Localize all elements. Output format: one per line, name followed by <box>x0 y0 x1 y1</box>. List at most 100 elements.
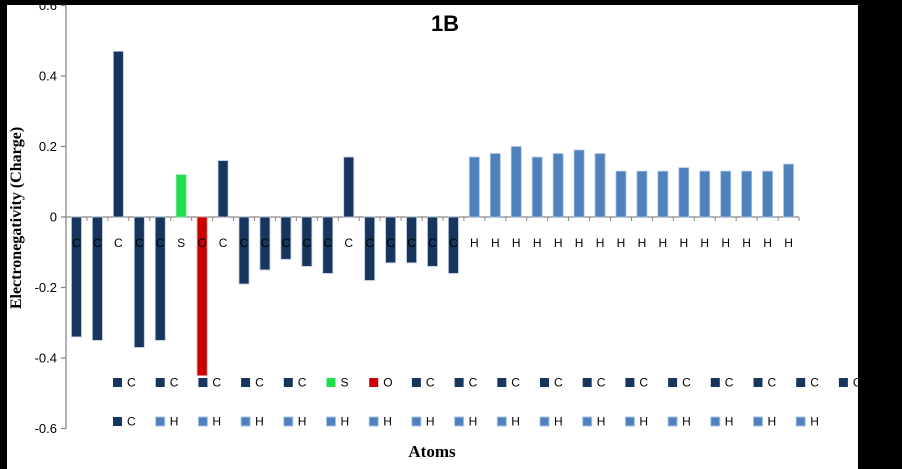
atom-label-31: H <box>700 236 709 250</box>
legend-swatch-C <box>497 378 507 387</box>
atom-label-11: C <box>282 236 291 250</box>
legend-swatch-S <box>326 378 336 387</box>
atom-label-20: H <box>470 236 479 250</box>
bar-29-H <box>657 170 669 218</box>
atom-label-13: C <box>323 236 332 250</box>
legend-item-C: C <box>241 376 264 390</box>
atom-label-29: H <box>659 236 668 250</box>
legend-item-H: H <box>240 415 264 429</box>
legend-label-C: C <box>639 376 648 390</box>
legend-item-H: H <box>496 415 520 429</box>
y-tick-label: -0.4 <box>35 351 57 366</box>
y-tick-label: -0.2 <box>35 280 57 295</box>
y-tick-label: 0.4 <box>39 69 57 84</box>
bar-10-C <box>259 216 271 271</box>
atom-label-17: C <box>407 236 416 250</box>
legend-item-H: H <box>624 415 648 429</box>
legend-label-C: C <box>768 376 777 390</box>
bar-31-H <box>699 170 711 218</box>
legend-item-C: C <box>753 376 777 390</box>
atom-label-3: C <box>114 236 123 250</box>
bar-30-H <box>678 167 690 218</box>
legend-swatch-H <box>710 416 721 427</box>
legend-label-C: C <box>554 376 563 390</box>
bar-17-C <box>406 216 417 264</box>
atom-label-23: H <box>533 236 542 250</box>
bar-35-H <box>783 163 794 218</box>
atom-label-22: H <box>512 236 521 250</box>
legend-swatch-H <box>582 416 593 427</box>
legend-label-C: C <box>127 376 136 390</box>
bar-27-H <box>615 170 627 218</box>
atom-label-15: C <box>365 236 374 250</box>
legend-item-H: H <box>582 415 606 429</box>
bar-34-H <box>762 170 773 218</box>
bar-26-H <box>594 153 606 218</box>
legend-item-H: H <box>753 415 776 429</box>
legend-label-H: H <box>341 415 350 429</box>
legend-label-C: C <box>426 376 435 390</box>
legend-item-H: H <box>368 415 392 429</box>
legend-label-H: H <box>597 415 606 429</box>
legend-item-H: H <box>283 415 307 429</box>
legend-item-H: H <box>539 415 563 429</box>
legend-swatch-C <box>668 378 678 387</box>
legend-label-H: H <box>255 415 264 429</box>
x-axis-title: Atoms <box>408 442 456 461</box>
legend-label-C: C <box>511 376 520 390</box>
legend-label-H: H <box>469 415 478 429</box>
legend-label-S: S <box>341 376 349 390</box>
bar-18-C <box>427 216 438 267</box>
legend-label-H: H <box>682 415 691 429</box>
bar-28-H <box>636 170 648 218</box>
bar-15-C <box>364 216 376 281</box>
legend-swatch-H <box>326 416 336 427</box>
legend-label-C: C <box>853 376 862 390</box>
legend-swatch-C <box>283 378 293 387</box>
bar-5-C <box>154 216 166 341</box>
frame-top-border <box>0 0 902 5</box>
y-tick-label: -0.6 <box>35 421 57 436</box>
legend-swatch-C <box>198 378 208 387</box>
bar-11-C <box>280 216 292 260</box>
legend-swatch-C <box>113 417 122 426</box>
atom-label-25: H <box>575 236 584 250</box>
bar-1-C <box>71 216 82 338</box>
legend-item-C: C <box>796 376 819 390</box>
legend-swatch-C <box>454 378 464 387</box>
legend-label-H: H <box>511 415 520 429</box>
y-axis-title: Electronegativity (Charge) <box>8 127 25 309</box>
frame-right-border <box>858 0 902 469</box>
legend-item-C: C <box>625 376 648 390</box>
atom-label-26: H <box>596 236 605 250</box>
legend-swatch-H <box>454 416 465 427</box>
legend-swatch-C <box>155 378 165 387</box>
atom-label-32: H <box>721 236 730 250</box>
atom-label-5: C <box>156 236 165 250</box>
legend-item-C: C <box>710 376 734 390</box>
atom-label-19: C <box>449 236 458 250</box>
bar-series <box>71 50 794 377</box>
bar-20-H <box>468 156 480 218</box>
bar-16-C <box>385 216 397 264</box>
legend-label-C: C <box>212 376 221 390</box>
atom-label-7: O <box>197 236 206 250</box>
legend-label-H: H <box>170 415 179 429</box>
legend-item-H: H <box>197 415 221 429</box>
legend-swatch-H <box>155 416 166 427</box>
y-tick-label: 0.2 <box>39 139 57 154</box>
atom-label-2: C <box>93 236 102 250</box>
legend-swatch-C <box>241 378 251 387</box>
legend-item-C: C <box>838 376 862 390</box>
legend-label-C: C <box>682 376 691 390</box>
y-tick-label: 0.6 <box>39 0 57 13</box>
atom-label-8: C <box>219 236 228 250</box>
chart-title: 1B <box>431 11 459 36</box>
atom-label-34: H <box>763 236 772 250</box>
legend-label-H: H <box>298 415 307 429</box>
legend-item-C: C <box>668 376 691 390</box>
legend-swatch-H <box>539 416 550 427</box>
legend: C C C C C S O C C C C C C C C C C C C H H H H H H H H H H H H H H H H <box>113 376 862 429</box>
legend-label-H: H <box>810 415 819 429</box>
